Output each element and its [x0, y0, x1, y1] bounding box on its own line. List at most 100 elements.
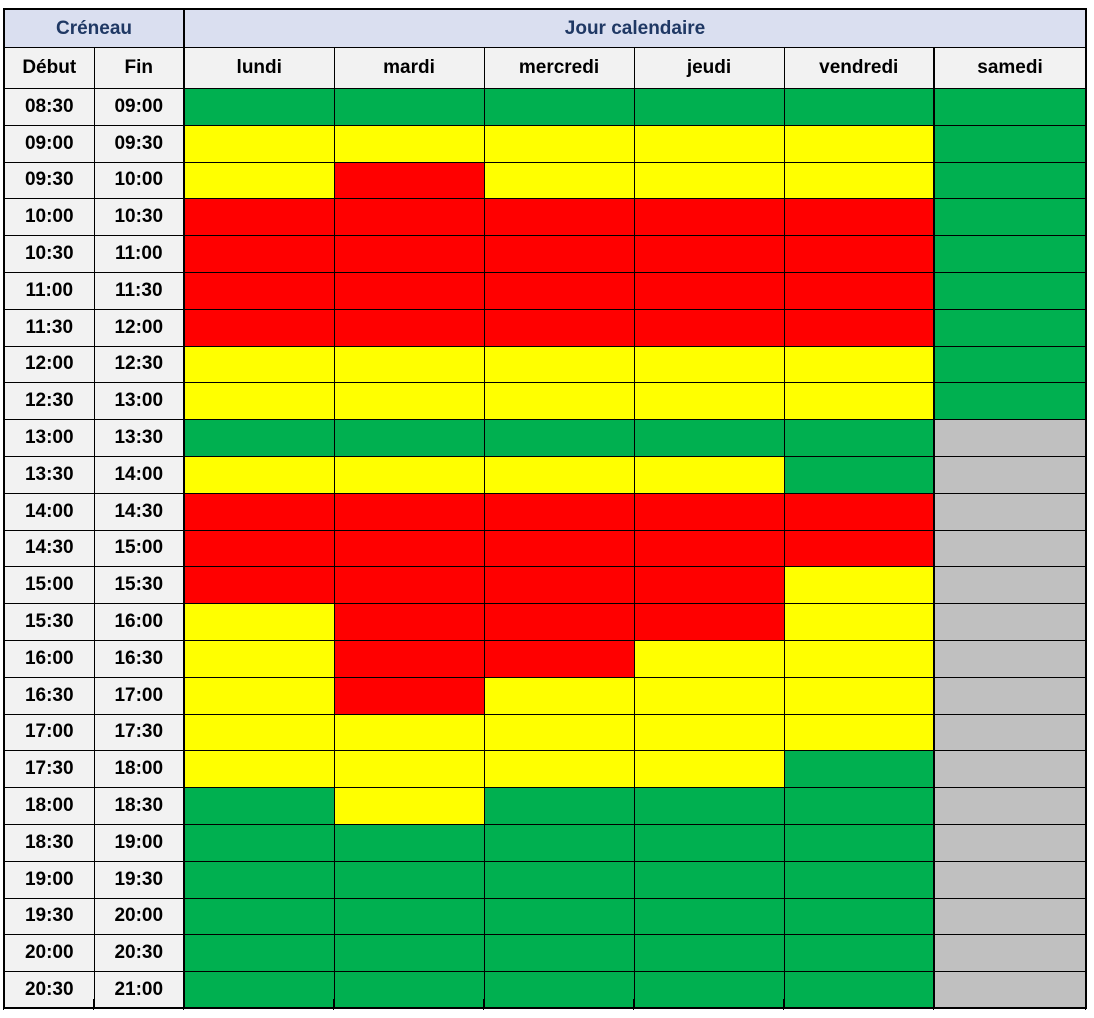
slot-mardi-18:00	[333, 787, 485, 825]
gridline-stub	[93, 999, 94, 1010]
slot-lundi-18:30	[183, 823, 335, 862]
time-debut-17:30: 17:30	[3, 750, 95, 789]
col-header-jeudi: jeudi	[633, 47, 785, 89]
time-fin-11:30: 11:30	[93, 271, 185, 310]
slot-samedi-12:30	[933, 382, 1087, 421]
time-fin-10:00: 10:00	[93, 161, 185, 200]
schedule-row-20:30: 20:30 21:00	[3, 971, 1087, 1010]
slot-lundi-14:00	[183, 492, 335, 531]
time-debut-18:00: 18:00	[3, 787, 95, 825]
slot-jeudi-19:30	[633, 897, 785, 936]
col-header-vendredi: vendredi	[783, 47, 935, 89]
time-fin-18:30: 18:30	[93, 787, 185, 825]
slot-lundi-14:30	[183, 529, 335, 568]
slot-samedi-19:30	[933, 897, 1087, 936]
schedule-row-20:00: 20:00 20:30	[3, 934, 1087, 973]
slot-jeudi-14:00	[633, 492, 785, 531]
slot-mercredi-11:30	[483, 308, 635, 347]
slot-vendredi-13:00	[783, 419, 935, 457]
col-header-mercredi: mercredi	[483, 47, 635, 89]
col-header-debut: Début	[3, 47, 95, 89]
time-debut-09:30: 09:30	[3, 161, 95, 200]
slot-jeudi-11:00	[633, 271, 785, 310]
time-fin-11:00: 11:00	[93, 235, 185, 273]
time-fin-17:30: 17:30	[93, 713, 185, 752]
slot-mardi-09:30	[333, 161, 485, 200]
time-debut-13:00: 13:00	[3, 419, 95, 457]
slot-mardi-15:30	[333, 603, 485, 641]
slot-samedi-08:30	[933, 88, 1087, 126]
slot-lundi-10:30	[183, 235, 335, 273]
slot-samedi-15:30	[933, 603, 1087, 641]
schedule-row-14:30: 14:30 15:00	[3, 529, 1087, 568]
slot-mercredi-16:30	[483, 676, 635, 715]
time-debut-08:30: 08:30	[3, 88, 95, 126]
slot-jeudi-12:00	[633, 345, 785, 384]
slot-mardi-15:00	[333, 566, 485, 605]
schedule-row-18:30: 18:30 19:00	[3, 823, 1087, 862]
time-fin-21:00: 21:00	[93, 971, 185, 1010]
slot-mardi-17:30	[333, 750, 485, 789]
slot-samedi-15:00	[933, 566, 1087, 605]
slot-mercredi-15:30	[483, 603, 635, 641]
slot-jeudi-09:30	[633, 161, 785, 200]
slot-mardi-08:30	[333, 88, 485, 126]
slot-lundi-19:30	[183, 897, 335, 936]
group-header-row: Créneau Jour calendaire	[3, 8, 1087, 48]
time-debut-16:00: 16:00	[3, 639, 95, 678]
schedule-table-wrap: Créneau Jour calendaire Début Fin lundi m…	[3, 8, 1087, 1010]
time-fin-19:00: 19:00	[93, 823, 185, 862]
time-debut-17:00: 17:00	[3, 713, 95, 752]
slot-jeudi-15:30	[633, 603, 785, 641]
schedule-row-08:30: 08:30 09:00	[3, 88, 1087, 126]
schedule-row-10:00: 10:00 10:30	[3, 198, 1087, 237]
time-fin-09:00: 09:00	[93, 88, 185, 126]
schedule-row-11:00: 11:00 11:30	[3, 271, 1087, 310]
time-fin-13:00: 13:00	[93, 382, 185, 421]
slot-lundi-12:00	[183, 345, 335, 384]
slot-mercredi-13:00	[483, 419, 635, 457]
slot-vendredi-15:30	[783, 603, 935, 641]
slot-mercredi-13:30	[483, 455, 635, 494]
schedule-table: Créneau Jour calendaire Début Fin lundi m…	[3, 8, 1087, 1010]
slot-jeudi-19:00	[633, 860, 785, 899]
schedule-row-16:30: 16:30 17:00	[3, 676, 1087, 715]
schedule-row-18:00: 18:00 18:30	[3, 787, 1087, 825]
slot-samedi-16:00	[933, 639, 1087, 678]
slot-vendredi-11:30	[783, 308, 935, 347]
slot-jeudi-10:30	[633, 235, 785, 273]
slot-jeudi-17:30	[633, 750, 785, 789]
slot-samedi-13:00	[933, 419, 1087, 457]
slot-vendredi-10:30	[783, 235, 935, 273]
time-fin-10:30: 10:30	[93, 198, 185, 237]
time-fin-16:30: 16:30	[93, 639, 185, 678]
slot-jeudi-18:30	[633, 823, 785, 862]
time-fin-17:00: 17:00	[93, 676, 185, 715]
slot-jeudi-13:30	[633, 455, 785, 494]
slot-jeudi-08:30	[633, 88, 785, 126]
slot-mardi-13:00	[333, 419, 485, 457]
slot-mardi-14:00	[333, 492, 485, 531]
slot-mercredi-12:30	[483, 382, 635, 421]
slot-mardi-13:30	[333, 455, 485, 494]
slot-samedi-14:00	[933, 492, 1087, 531]
slot-lundi-15:00	[183, 566, 335, 605]
time-fin-20:30: 20:30	[93, 934, 185, 973]
slot-vendredi-18:30	[783, 823, 935, 862]
gridline-stub	[1085, 999, 1086, 1010]
slot-lundi-09:30	[183, 161, 335, 200]
slot-vendredi-10:00	[783, 198, 935, 237]
slot-mardi-10:00	[333, 198, 485, 237]
slot-samedi-16:30	[933, 676, 1087, 715]
slot-vendredi-19:30	[783, 897, 935, 936]
slot-jeudi-09:00	[633, 124, 785, 163]
time-fin-14:30: 14:30	[93, 492, 185, 531]
schedule-row-12:00: 12:00 12:30	[3, 345, 1087, 384]
slot-jeudi-16:00	[633, 639, 785, 678]
time-debut-14:00: 14:00	[3, 492, 95, 531]
time-debut-19:30: 19:30	[3, 897, 95, 936]
slot-samedi-18:00	[933, 787, 1087, 825]
time-fin-12:00: 12:00	[93, 308, 185, 347]
slot-samedi-11:30	[933, 308, 1087, 347]
slot-lundi-08:30	[183, 88, 335, 126]
